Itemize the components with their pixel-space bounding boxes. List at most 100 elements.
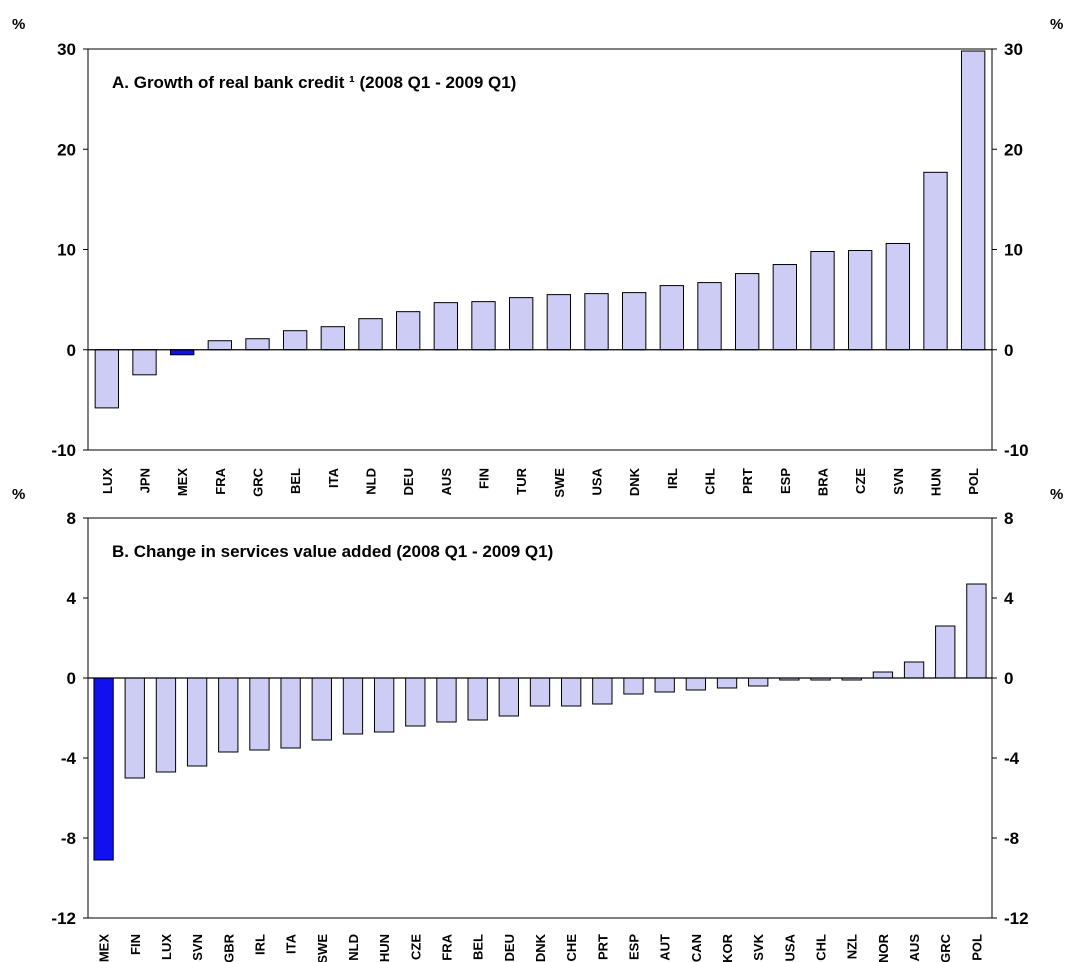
y-tick-label-left: -10 xyxy=(51,441,76,460)
plot-frame xyxy=(87,48,993,451)
y-tick-label-right: 10 xyxy=(1004,241,1023,260)
bar-esp xyxy=(772,264,798,351)
bar-pol xyxy=(966,583,987,679)
x-tick-label-deu: DEU xyxy=(401,468,416,495)
bar-lux xyxy=(155,677,177,773)
y-tick-label-left: 0 xyxy=(67,669,76,688)
y-tick-label-left: 0 xyxy=(67,341,76,360)
unit-label-right: % xyxy=(1050,486,1063,503)
x-tick-label-jpn: JPN xyxy=(138,468,153,493)
x-tick-label-ita: ITA xyxy=(284,933,299,954)
x-tick-label-chl: CHL xyxy=(814,934,829,961)
x-tick-label-cze: CZE xyxy=(853,468,868,494)
y-tick-label-left: 30 xyxy=(57,40,76,59)
x-tick-label-svn: SVN xyxy=(891,468,906,495)
y-tick-label-right: -12 xyxy=(1004,909,1029,928)
x-tick-label-kor: KOR xyxy=(720,933,735,962)
y-tick-label-right: 8 xyxy=(1004,509,1013,528)
x-tick-label-fin: FIN xyxy=(477,468,492,489)
bar-kor xyxy=(716,677,738,689)
panel-a-bank-credit: -10 -10 0 0 10 10 20 20 30 30% % LUX JPN MEX FRA GRC BEL… xyxy=(12,16,1063,498)
bar-nor xyxy=(872,671,894,679)
x-tick-label-bel: BEL xyxy=(471,934,486,960)
bar-tur xyxy=(508,297,534,351)
y-tick-label-right: 0 xyxy=(1004,341,1013,360)
x-tick-label-nzl: NZL xyxy=(845,934,860,959)
chart-title: B. Change in services value added (2008 … xyxy=(112,542,553,561)
y-tick-label-left: 8 xyxy=(67,509,76,528)
bar-chl xyxy=(697,282,722,351)
x-tick-label-svk: SVK xyxy=(751,933,766,960)
bar-jpn xyxy=(132,349,157,376)
x-tick-label-hun: HUN xyxy=(377,934,392,962)
bar-deu xyxy=(498,677,519,717)
y-tick-label-left: 20 xyxy=(57,140,76,159)
y-tick-label-right: -8 xyxy=(1004,829,1019,848)
y-tick-label-left: -12 xyxy=(51,909,76,928)
y-tick-label-right: -4 xyxy=(1004,749,1020,768)
bar-nld xyxy=(342,677,364,735)
x-tick-label-esp: ESP xyxy=(778,468,793,494)
bar-esp xyxy=(623,677,644,695)
bar-fin xyxy=(471,301,496,351)
x-tick-label-nld: NLD xyxy=(364,468,379,495)
x-tick-label-che: CHE xyxy=(564,934,579,962)
bar-fra xyxy=(436,677,457,723)
bar-fra xyxy=(207,340,233,351)
bar-cze xyxy=(405,677,426,727)
bar-hun xyxy=(373,677,395,733)
x-tick-label-dnk: DNK xyxy=(533,933,548,962)
bar-nld xyxy=(358,318,383,351)
x-tick-label-usa: USA xyxy=(590,467,605,495)
x-tick-label-tur: TUR xyxy=(514,467,529,494)
x-tick-label-nor: NOR xyxy=(876,933,891,962)
bar-bra xyxy=(810,251,835,351)
bar-mex xyxy=(169,349,195,356)
bar-svn xyxy=(186,677,208,767)
x-tick-label-bel: BEL xyxy=(288,468,303,494)
bar-lux xyxy=(94,349,120,409)
bar-prt xyxy=(592,677,613,705)
x-tick-label-mex: MEX xyxy=(175,468,190,497)
x-tick-label-aus: AUS xyxy=(439,468,454,496)
x-tick-label-svn: SVN xyxy=(190,934,205,961)
x-tick-label-ita: ITA xyxy=(326,467,341,488)
bar-can xyxy=(685,677,707,691)
unit-label-left: % xyxy=(12,16,25,33)
y-tick-label-right: 4 xyxy=(1004,589,1014,608)
x-tick-label-prt: PRT xyxy=(740,468,755,494)
bar-swe xyxy=(546,294,572,351)
bar-ita xyxy=(320,326,346,351)
x-tick-label-pol: POL xyxy=(966,468,981,495)
x-tick-label-gbr: GBR xyxy=(221,933,236,962)
x-tick-label-aus: AUS xyxy=(907,934,922,962)
x-tick-label-cze: CZE xyxy=(408,934,423,960)
x-tick-label-mex: MEX xyxy=(97,934,112,962)
bar-irl xyxy=(659,285,685,351)
x-tick-label-esp: ESP xyxy=(627,934,642,960)
y-tick-label-right: 0 xyxy=(1004,669,1013,688)
x-tick-label-fra: FRA xyxy=(213,467,228,494)
bar-deu xyxy=(395,311,421,351)
bar-aus xyxy=(903,661,925,679)
x-tick-label-can: CAN xyxy=(689,934,704,962)
bar-gbr xyxy=(218,677,239,753)
bar-fin xyxy=(124,677,145,779)
x-tick-label-pol: POL xyxy=(969,934,984,961)
y-tick-label-right: -10 xyxy=(1004,441,1029,460)
x-tick-label-fra: FRA xyxy=(439,933,454,960)
x-tick-label-usa: USA xyxy=(782,933,797,961)
bar-dnk xyxy=(621,292,647,351)
plot-frame xyxy=(87,517,993,919)
bar-bel xyxy=(282,330,308,351)
bar-usa xyxy=(584,293,609,351)
bar-prt xyxy=(734,273,760,351)
x-tick-label-irl: IRL xyxy=(665,468,680,489)
x-tick-label-bra: BRA xyxy=(816,467,831,496)
x-tick-label-fin: FIN xyxy=(128,934,143,955)
x-tick-label-nld: NLD xyxy=(346,934,361,961)
bar-mex xyxy=(93,677,114,861)
y-tick-label-right: 30 xyxy=(1004,40,1023,59)
bar-svn xyxy=(885,242,911,351)
